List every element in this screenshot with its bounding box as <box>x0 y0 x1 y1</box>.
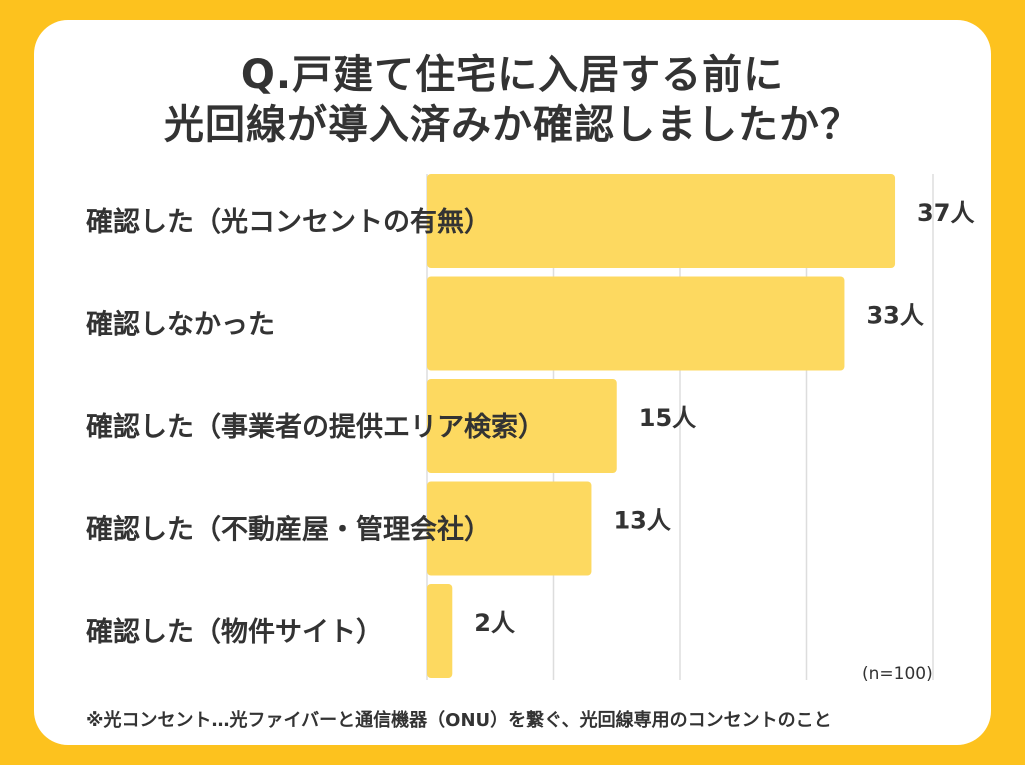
bar-2 <box>427 379 617 473</box>
footnote: ※光コンセント…光ファイバーと通信機器（ONU）を繋ぐ、光回線専用のコンセントの… <box>86 710 832 731</box>
category-label-3: 確認した（不動産屋・管理会社） <box>86 514 491 546</box>
bars <box>427 174 896 678</box>
bar-3 <box>427 481 592 576</box>
category-label-1: 確認しなかった <box>86 309 275 341</box>
bar-4 <box>427 584 453 678</box>
bar-1 <box>427 276 845 371</box>
category-label-2: 確認した（事業者の提供エリア検索） <box>86 411 545 443</box>
sample-size-note: (n=100) <box>862 664 933 684</box>
title-line-2: 光回線が導入済みか確認しましたか？ <box>164 102 861 148</box>
value-label-2: 15人 <box>639 404 696 432</box>
value-label-1: 33人 <box>866 302 923 330</box>
value-label-0: 37人 <box>917 199 974 227</box>
title-line-1: Q.戸建て住宅に入居する前に <box>240 52 785 98</box>
value-label-4: 2人 <box>474 609 515 637</box>
value-labels: 37人 33人 15人 13人 2人 <box>474 199 974 637</box>
bar-0 <box>427 174 896 268</box>
category-label-0: 確認した（光コンセントの有無） <box>86 206 491 238</box>
value-label-3: 13人 <box>613 507 670 535</box>
category-label-4: 確認した（物件サイト） <box>86 616 383 648</box>
chart-title: Q.戸建て住宅に入居する前に 光回線が導入済みか確認しましたか？ <box>34 50 991 150</box>
